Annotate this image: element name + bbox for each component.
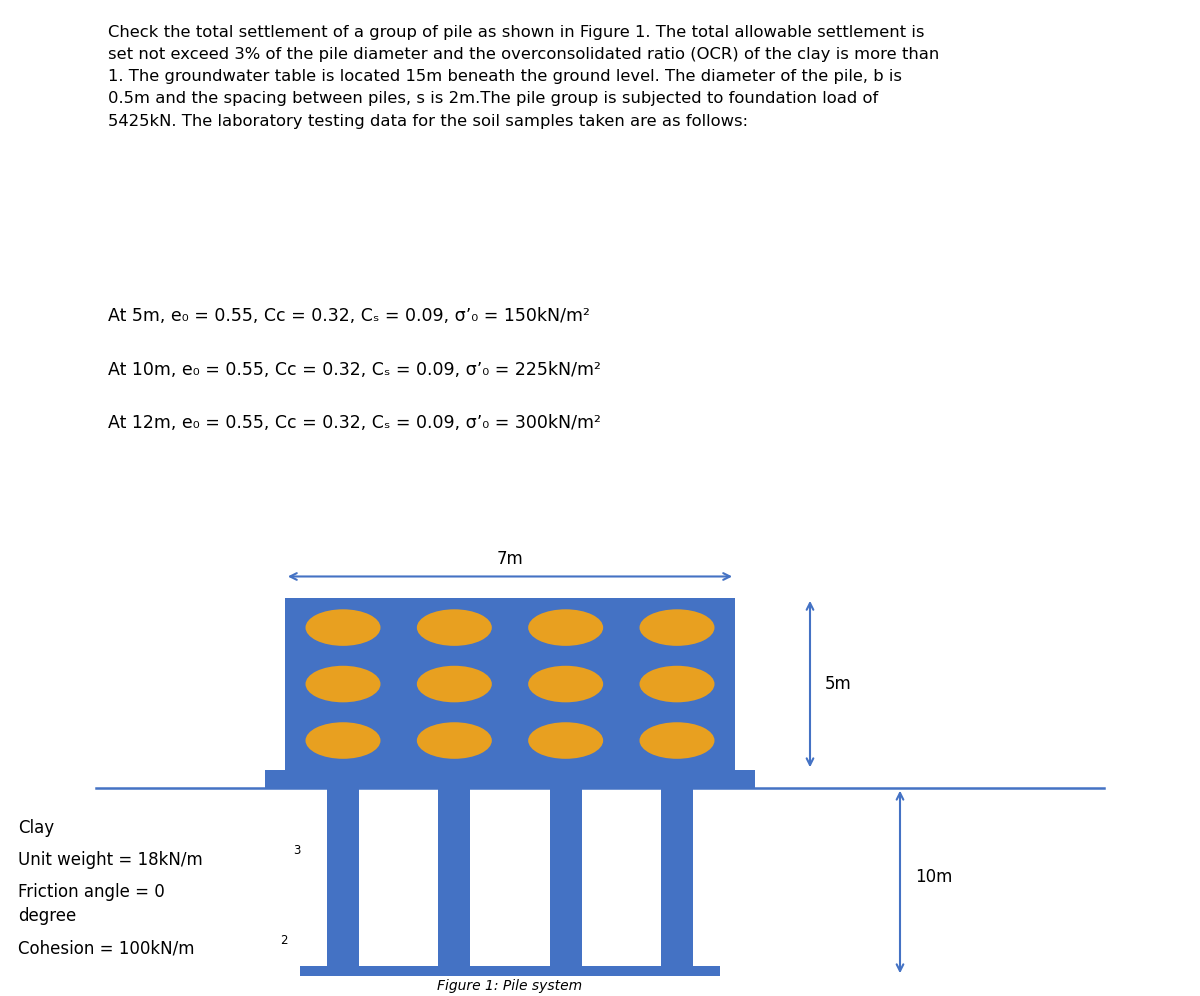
Text: Check the total settlement of a group of pile as shown in Figure 1. The total al: Check the total settlement of a group of… <box>108 25 940 128</box>
Text: Unit weight = 18kN/m: Unit weight = 18kN/m <box>18 851 203 869</box>
Text: Friction angle = 0: Friction angle = 0 <box>18 883 164 901</box>
Bar <box>286 598 734 770</box>
Bar <box>550 789 582 966</box>
Ellipse shape <box>306 722 380 759</box>
Ellipse shape <box>528 665 604 702</box>
Text: 5m: 5m <box>826 675 852 693</box>
Text: At 10m, e₀ = 0.55, Cc = 0.32, Cₛ = 0.09, σ’₀ = 225kN/m²: At 10m, e₀ = 0.55, Cc = 0.32, Cₛ = 0.09,… <box>108 361 601 378</box>
Ellipse shape <box>528 610 604 645</box>
Ellipse shape <box>640 610 714 645</box>
Text: At 5m, e₀ = 0.55, Cc = 0.32, Cₛ = 0.09, σ’₀ = 150kN/m²: At 5m, e₀ = 0.55, Cc = 0.32, Cₛ = 0.09, … <box>108 307 590 325</box>
Text: Figure 1: Pile system: Figure 1: Pile system <box>438 979 582 993</box>
Ellipse shape <box>306 610 380 645</box>
Bar <box>265 770 755 789</box>
Bar <box>438 789 470 966</box>
Text: 7m: 7m <box>497 551 523 569</box>
Bar <box>326 789 359 966</box>
Ellipse shape <box>528 722 604 759</box>
Text: 2: 2 <box>280 933 288 946</box>
Bar <box>661 789 694 966</box>
Ellipse shape <box>306 665 380 702</box>
Ellipse shape <box>416 665 492 702</box>
Text: Cohesion = 100kN/m: Cohesion = 100kN/m <box>18 939 194 957</box>
Text: At 12m, e₀ = 0.55, Cc = 0.32, Cₛ = 0.09, σ’₀ = 300kN/m²: At 12m, e₀ = 0.55, Cc = 0.32, Cₛ = 0.09,… <box>108 414 601 432</box>
Ellipse shape <box>640 722 714 759</box>
Text: 10m: 10m <box>916 869 953 886</box>
Ellipse shape <box>416 610 492 645</box>
Text: Clay: Clay <box>18 819 54 837</box>
Bar <box>300 966 720 976</box>
Text: 3: 3 <box>293 845 300 858</box>
Text: degree: degree <box>18 907 77 925</box>
Ellipse shape <box>416 722 492 759</box>
Ellipse shape <box>640 665 714 702</box>
